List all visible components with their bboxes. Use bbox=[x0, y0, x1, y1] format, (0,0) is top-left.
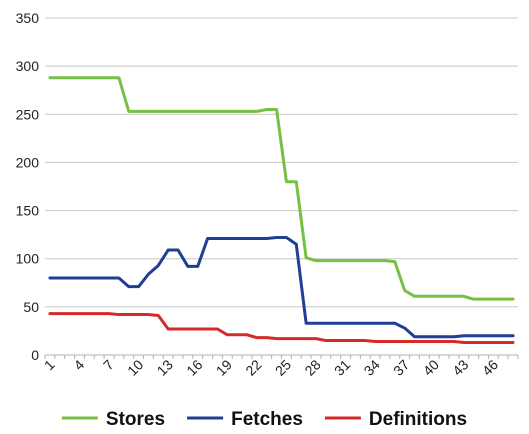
legend-label: Stores bbox=[106, 409, 165, 430]
legend: Stores Fetches Definitions bbox=[61, 409, 467, 430]
x-axis: 1 4 7 10 13 16 19 22 25 28 31 34 37 40 43 46 bbox=[41, 354, 519, 379]
y-tick-label: 0 bbox=[31, 347, 39, 363]
series-lines bbox=[48, 76, 515, 344]
legend-item-stores: Stores bbox=[61, 409, 165, 430]
gridlines bbox=[45, 17, 518, 356]
x-tick-label: 28 bbox=[301, 356, 323, 378]
series-line-stores bbox=[48, 76, 515, 301]
x-tick-label: 46 bbox=[479, 356, 501, 378]
legend-item-fetches: Fetches bbox=[187, 409, 303, 430]
y-tick-label: 350 bbox=[16, 10, 40, 26]
series-line-definitions bbox=[48, 312, 515, 344]
legend-label: Fetches bbox=[231, 409, 303, 430]
y-tick-label: 100 bbox=[16, 251, 40, 267]
y-tick-label: 200 bbox=[16, 154, 40, 170]
x-tick-label: 43 bbox=[449, 356, 471, 378]
y-axis: 0 50 100 150 200 250 300 350 bbox=[16, 10, 40, 363]
x-tick-label: 37 bbox=[390, 356, 412, 378]
x-tick-label: 13 bbox=[154, 356, 176, 378]
legend-item-definitions: Definitions bbox=[324, 409, 467, 430]
legend-label: Definitions bbox=[369, 409, 467, 430]
x-tick-label: 25 bbox=[272, 356, 294, 378]
series-line-fetches bbox=[48, 236, 515, 339]
x-tick-label: 22 bbox=[242, 356, 264, 378]
x-tick-label: 19 bbox=[213, 356, 235, 378]
x-tick-label: 40 bbox=[420, 356, 442, 378]
y-tick-label: 250 bbox=[16, 106, 40, 122]
x-tick-label: 31 bbox=[331, 356, 353, 378]
x-tick-label: 16 bbox=[183, 356, 205, 378]
y-tick-label: 300 bbox=[16, 58, 40, 74]
x-tick-label: 34 bbox=[361, 356, 383, 378]
y-tick-label: 50 bbox=[23, 299, 39, 315]
y-tick-label: 150 bbox=[16, 203, 40, 219]
x-tick-label: 10 bbox=[124, 356, 146, 378]
